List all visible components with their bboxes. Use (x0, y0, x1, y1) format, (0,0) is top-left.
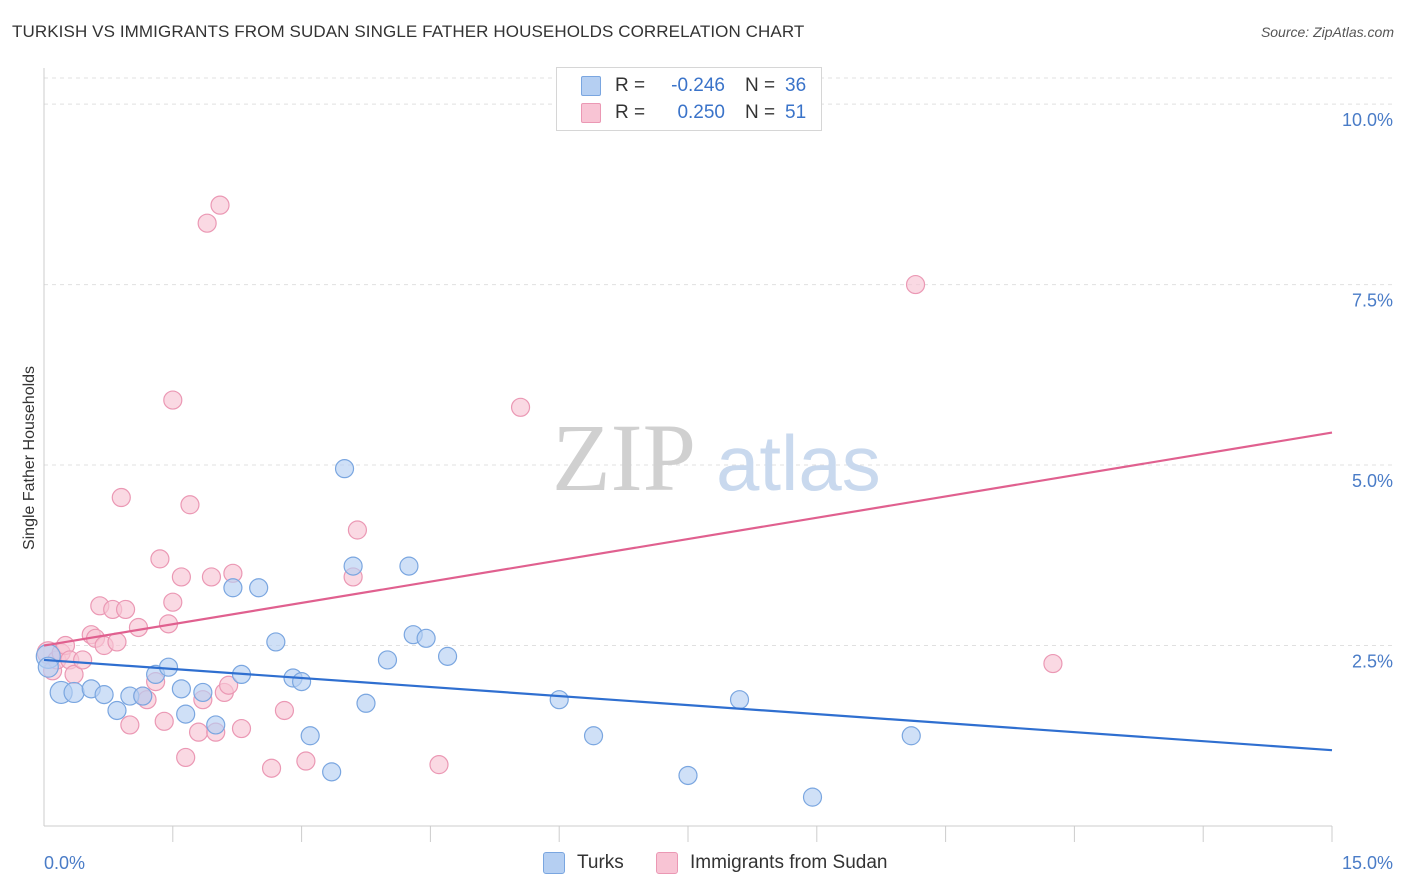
legend-n-label: N = (745, 102, 776, 123)
turks-point (729, 690, 750, 710)
turks-point (356, 693, 376, 713)
sudan-point (197, 213, 217, 233)
sudan-legend-swatch (656, 852, 678, 874)
legend-r-value: -0.246 (671, 75, 725, 96)
legend-n-value: 36 (785, 75, 807, 96)
turks-point (437, 646, 458, 666)
legend-r-label: R = (615, 102, 646, 123)
sudan-point (115, 599, 136, 620)
sudan-point (261, 758, 282, 778)
legend-item-turks: Turks (543, 852, 624, 874)
legend-r-value: 0.250 (677, 102, 725, 123)
y-tick-label: 5.0% (1352, 471, 1393, 491)
turks-point (292, 672, 312, 692)
sudan-point (171, 567, 191, 587)
watermark-zip: ZIP (552, 404, 696, 511)
series-legend: Turks Immigrants from Sudan (0, 852, 1406, 878)
sudan-point (150, 549, 170, 569)
turks-point (107, 700, 127, 721)
sudan-point (510, 397, 531, 417)
legend-r-label: R = (615, 75, 646, 96)
legend-row-sudan: R = 0.250 N = 51 (581, 100, 806, 126)
turks-legend-swatch (543, 852, 565, 874)
sudan-point (163, 390, 183, 410)
legend-sudan-label: Immigrants from Sudan (690, 852, 888, 873)
turks-point (249, 578, 269, 598)
sudan-point (296, 751, 316, 771)
sudan-swatch (581, 103, 601, 123)
turks-point (334, 459, 355, 479)
y-axis-label: Single Father Households (21, 366, 38, 550)
correlation-legend: R = -0.246 N = 36 R = 0.250 N = 51 (556, 67, 822, 131)
turks-trend-line (43, 658, 1333, 752)
chart-source: Source: ZipAtlas.com (1260, 24, 1394, 40)
sudan-point (107, 632, 127, 652)
turks-point (171, 679, 191, 699)
sudan-point (111, 487, 131, 508)
sudan-point (274, 700, 295, 721)
x-tick-label: 0.0% (44, 853, 85, 873)
legend-row-turks: R = -0.246 N = 36 (581, 73, 806, 99)
sudan-point (120, 715, 140, 735)
legend-n-value: 51 (785, 102, 807, 123)
turks-point (300, 726, 320, 746)
turks-point (901, 726, 921, 746)
turks-point (399, 556, 419, 576)
sudan-point (188, 722, 209, 742)
turks-point (802, 787, 823, 807)
sudan-point (163, 592, 183, 612)
sudan-point (176, 747, 196, 768)
sudan-point (231, 718, 252, 739)
turks-point (583, 726, 604, 746)
sudan-trend-line (43, 431, 1333, 647)
y-tick-label: 2.5% (1352, 652, 1393, 672)
watermark: ZIP atlas (552, 404, 881, 511)
turks-point (416, 628, 436, 648)
sudan-point (73, 650, 93, 670)
turks-point (377, 650, 398, 670)
sudan-point (128, 617, 149, 638)
sudan-point (219, 675, 239, 695)
turks-point (549, 690, 569, 710)
y-tick-label: 7.5% (1352, 291, 1393, 311)
sudan-point (180, 495, 200, 515)
tick-layer: 2.5% 5.0% 7.5% 10.0% 0.0% 15.0% (44, 110, 1393, 873)
sudan-point (154, 711, 174, 731)
legend-turks-label: Turks (577, 852, 624, 873)
turks-point (223, 578, 243, 598)
sudan-point (347, 520, 368, 540)
turks-point (193, 682, 213, 703)
sudan-point (429, 755, 449, 775)
grid-layer (44, 77, 1392, 647)
turks-point (94, 685, 114, 705)
legend-n-label: N = (745, 75, 776, 96)
turks-point (206, 715, 226, 735)
legend-item-sudan: Immigrants from Sudan (656, 852, 887, 874)
turks-point (266, 632, 286, 652)
chart-title: TURKISH VS IMMIGRANTS FROM SUDAN SINGLE … (12, 22, 805, 41)
trend-layer (43, 431, 1333, 752)
sudan-point (1043, 653, 1063, 674)
turks-point (678, 765, 698, 786)
turks-point (176, 704, 196, 724)
turks-point (133, 686, 153, 706)
turks-point (343, 556, 363, 576)
watermark-atlas: atlas (716, 419, 881, 507)
turks-point (322, 762, 342, 782)
points-layer (35, 195, 1063, 807)
y-tick-label: 10.0% (1342, 110, 1393, 130)
turks-swatch (581, 76, 601, 96)
x-tick-label: 15.0% (1342, 853, 1393, 873)
sudan-point (905, 274, 926, 295)
turks-point (37, 656, 59, 678)
sudan-point (201, 567, 222, 587)
turks-point (63, 681, 85, 704)
sudan-point (210, 195, 230, 215)
